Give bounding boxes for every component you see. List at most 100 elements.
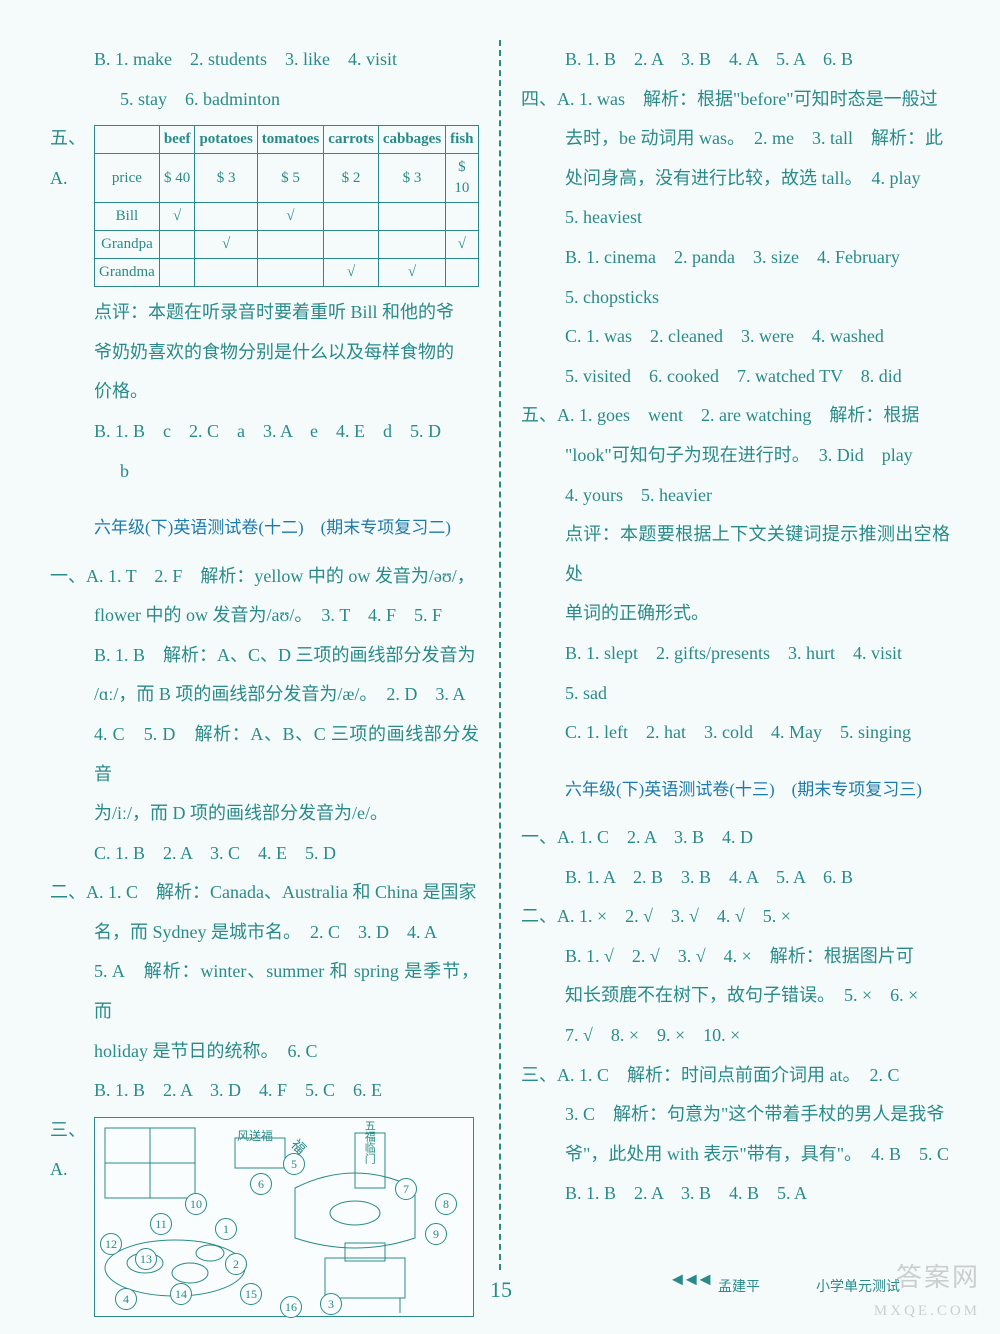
line: 5. heaviest [521, 198, 950, 238]
cell: $ 3 [195, 154, 257, 203]
cell [95, 126, 160, 154]
num-circle: 9 [425, 1223, 447, 1245]
num-circle: 4 [115, 1288, 137, 1310]
num-circle: 13 [135, 1248, 157, 1270]
table-row: Bill √ √ [95, 203, 479, 231]
line: "look"可知句子为现在进行时。 3. Did play [521, 436, 950, 476]
section-label: 五、A. [50, 119, 94, 198]
num-circle: 16 [280, 1296, 302, 1318]
comment-line: 点评：本题要根据上下文关键词提示推测出空格处 [521, 515, 950, 594]
line: B. 1. slept 2. gifts/presents 3. hurt 4.… [521, 634, 950, 674]
num-circle: 15 [240, 1283, 262, 1305]
cell: carrots [324, 126, 379, 154]
num-circle: 7 [395, 1178, 417, 1200]
line: 5. chopsticks [521, 278, 950, 318]
num-circle: 3 [320, 1293, 342, 1315]
cell: potatoes [195, 126, 257, 154]
line: B. 1. cinema 2. panda 3. size 4. Februar… [521, 238, 950, 278]
line: 名，而 Sydney 是城市名。 2. C 3. D 4. A [50, 913, 479, 953]
line: 二、A. 1. C 解析：Canada、Australia 和 China 是国… [50, 873, 479, 913]
line: 四、A. 1. was 解析：根据"before"可知时态是一般过 [521, 80, 950, 120]
cell: √ [195, 231, 257, 259]
banner-text: 五福临门 [357, 1120, 381, 1164]
cell: $ 5 [257, 154, 323, 203]
page: B. 1. make 2. students 3. like 4. visit … [0, 0, 1000, 1334]
cell [324, 203, 379, 231]
table-row: price $ 40 $ 3 $ 5 $ 2 $ 3 $ 10 [95, 154, 479, 203]
line: 处问身高，没有进行比较，故选 tall。 4. play [521, 159, 950, 199]
line: 爷"，此处用 with 表示"带有，具有"。 4. B 5. C [521, 1135, 950, 1175]
line: 知长颈鹿不在树下，故句子错误。 5. × 6. × [521, 976, 950, 1016]
num-circle: 5 [283, 1153, 305, 1175]
line: B. 1. B 2. A 3. D 4. F 5. C 6. E [50, 1071, 479, 1111]
num-circle: 11 [150, 1213, 172, 1235]
line: holiday 是节日的统称。 6. C [50, 1032, 479, 1072]
line: 一、A. 1. T 2. F 解析：yellow 中的 ow 发音为/əʊ/， [50, 557, 479, 597]
cell: √ [324, 259, 379, 287]
cell: Bill [95, 203, 160, 231]
num-circle: 8 [435, 1193, 457, 1215]
cell [159, 231, 195, 259]
line: 去时，be 动词用 was。 2. me 3. tall 解析：此 [521, 119, 950, 159]
num-circle: 1 [215, 1218, 237, 1240]
comment-line: 点评：本题在听录音时要着重听 Bill 和他的爷 [50, 293, 479, 333]
footer-brand: 孟建平 小学单元测试 [718, 1273, 900, 1304]
cell: √ [446, 231, 478, 259]
num-circle: 14 [170, 1283, 192, 1305]
line: 五、A. 1. goes went 2. are watching 解析：根据 [521, 396, 950, 436]
line: 5. stay 6. badminton [50, 80, 479, 120]
line: C. 1. B 2. A 3. C 4. E 5. D [50, 834, 479, 874]
line: 为/iː/，而 D 项的画线部分发音为/e/。 [50, 794, 479, 834]
cell: $ 10 [446, 154, 478, 203]
cell: price [95, 154, 160, 203]
food-table: beef potatoes tomatoes carrots cabbages … [94, 125, 479, 287]
cell: √ [378, 259, 445, 287]
test-title: 六年级(下)英语测试卷(十二) (期末专项复习二) [50, 509, 479, 546]
cell: $ 2 [324, 154, 379, 203]
cell: $ 3 [378, 154, 445, 203]
section-label: 三、A. [50, 1111, 94, 1190]
line: C. 1. was 2. cleaned 3. were 4. washed [521, 317, 950, 357]
left-column: B. 1. make 2. students 3. like 4. visit … [30, 40, 499, 1274]
cell [324, 231, 379, 259]
test-title: 六年级(下)英语测试卷(十三) (期末专项复习三) [521, 771, 950, 808]
cell [446, 259, 478, 287]
line: B. 1. B c 2. C a 3. A e 4. E d 5. D [50, 412, 479, 452]
line: B. 1. B 2. A 3. B 4. A 5. A 6. B [521, 40, 950, 80]
watermark-url: MXQE.COM [874, 1295, 980, 1328]
line: 一、A. 1. C 2. A 3. B 4. D [521, 818, 950, 858]
line: 5. sad [521, 674, 950, 714]
num-circle: 2 [225, 1253, 247, 1275]
cell: fish [446, 126, 478, 154]
line: flower 中的 ow 发音为/aʊ/。 3. T 4. F 5. F [50, 596, 479, 636]
footer-arrow-icon: ◄◄◄ [669, 1260, 710, 1300]
cell: $ 40 [159, 154, 195, 203]
num-circle: 12 [100, 1233, 122, 1255]
table-row: Grandpa √ √ [95, 231, 479, 259]
comment-line: 单词的正确形式。 [521, 594, 950, 634]
cell [159, 259, 195, 287]
banner-text: 风送福 [237, 1123, 273, 1149]
cell: tomatoes [257, 126, 323, 154]
cell: √ [257, 203, 323, 231]
cell [257, 259, 323, 287]
line: C. 1. left 2. hat 3. cold 4. May 5. sing… [521, 713, 950, 753]
line: 7. √ 8. × 9. × 10. × [521, 1016, 950, 1056]
cell: √ [159, 203, 195, 231]
line: 4. yours 5. heavier [521, 476, 950, 516]
line: 4. C 5. D 解析：A、B、C 三项的画线部分发音 [50, 715, 479, 794]
cell [195, 259, 257, 287]
line: B. 1. B 2. A 3. B 4. B 5. A [521, 1174, 950, 1214]
cell: Grandma [95, 259, 160, 287]
line: B. 1. B 解析：A、C、D 三项的画线部分发音为 [50, 636, 479, 676]
line: B. 1. √ 2. √ 3. √ 4. × 解析：根据图片可 [521, 937, 950, 977]
cell [378, 231, 445, 259]
line: 二、A. 1. × 2. √ 3. √ 4. √ 5. × [521, 897, 950, 937]
num-circle: 6 [250, 1173, 272, 1195]
line: 5. A 解析：winter、summer 和 spring 是季节，而 [50, 952, 479, 1031]
cell [257, 231, 323, 259]
table-row: beef potatoes tomatoes carrots cabbages … [95, 126, 479, 154]
comment-line: 爷奶奶喜欢的食物分别是什么以及每样食物的 [50, 333, 479, 373]
comment-line: 价格。 [50, 372, 479, 412]
cell [195, 203, 257, 231]
